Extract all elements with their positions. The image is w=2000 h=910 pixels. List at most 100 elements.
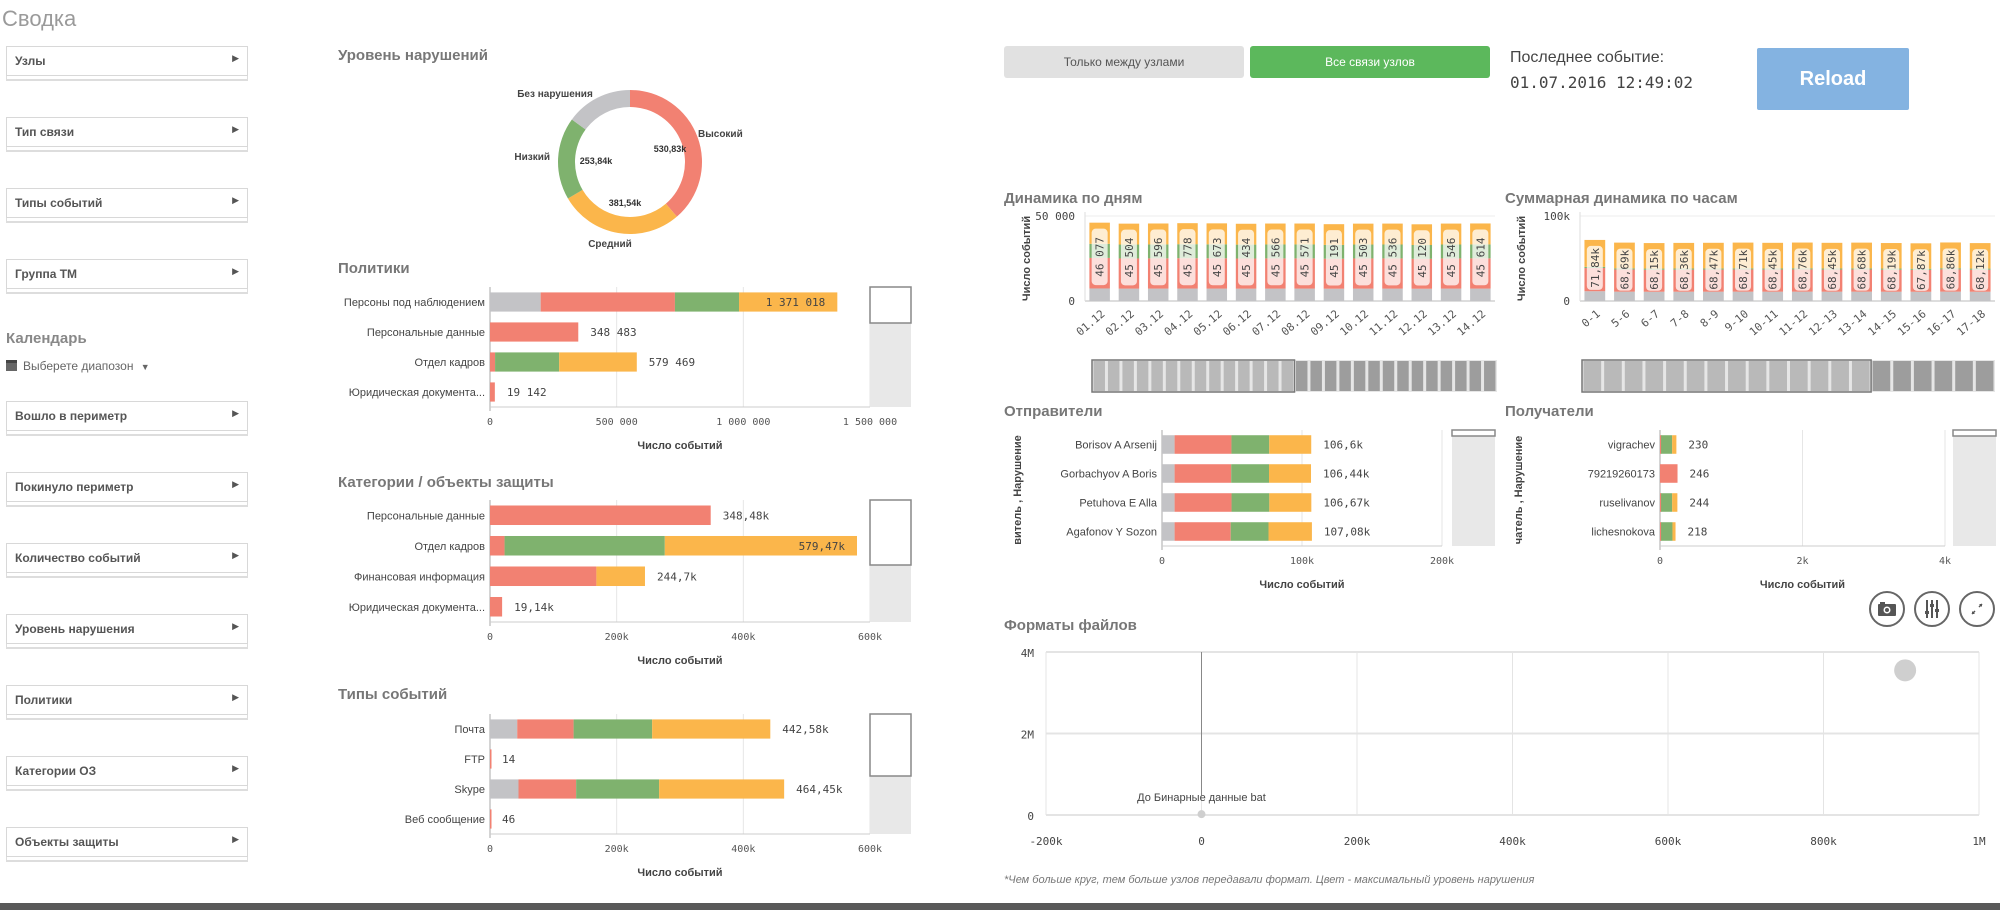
bar-value-label: 107,08k	[1324, 526, 1371, 539]
value-badge	[1472, 229, 1489, 286]
scrollbar-preview-bar	[1122, 361, 1134, 391]
column-value-label: 46 077	[1094, 237, 1107, 277]
category-label: Gorbachyov A Boris	[1060, 469, 1157, 481]
column-segment	[1732, 291, 1754, 301]
toggle-between-nodes[interactable]: Только между узлами	[1004, 46, 1244, 78]
column-segment	[1880, 291, 1902, 301]
pie-slice-label: Без нарушения	[517, 89, 593, 100]
toggle-all-links[interactable]: Все связи узлов	[1250, 46, 1490, 78]
filter-filters_bottom-2[interactable]: Количество событий ▶	[6, 543, 248, 573]
x-tick-label: 600k	[1655, 835, 1682, 848]
category-label: Персоны под наблюдением	[344, 297, 485, 309]
filter-filters_top-3[interactable]: Группа ТМ ▶	[6, 259, 248, 289]
recipients-title: Получатели	[1505, 403, 1594, 420]
bar-segment	[518, 779, 577, 799]
pie-slice-label: Средний	[588, 239, 632, 250]
bar-value-label: 106,67k	[1323, 497, 1370, 510]
expand-arrow-icon: ▶	[232, 692, 239, 702]
x-tick-label: 06.12	[1220, 307, 1254, 338]
adjust-button[interactable]	[1914, 591, 1950, 627]
scrollbar-thumb	[869, 499, 912, 566]
column-value-label: 45 120	[1416, 238, 1429, 278]
x-tick-label: 200k	[1344, 835, 1371, 848]
x-tick-label: 10.12	[1337, 307, 1371, 338]
y-tick-label: 4M	[1021, 647, 1035, 660]
x-tick-label: 5-6	[1609, 307, 1633, 330]
scrollbar-preview-bar	[1107, 361, 1120, 391]
violations-title: Уровень нарушений	[338, 47, 488, 64]
scrollbar-preview-bar	[1252, 361, 1265, 391]
column-value-label: 68,76k	[1796, 249, 1809, 289]
filter-filters_top-1[interactable]: Тип связи ▶	[6, 117, 248, 147]
toggle-between-label: Только между узлами	[1063, 55, 1185, 69]
x-tick-label: 200k	[605, 632, 629, 643]
category-label: Персональные данные	[367, 510, 485, 522]
x-axis-label: Число событий	[637, 867, 722, 879]
x-tick-label: 10-11	[1747, 307, 1781, 338]
bar-segment	[659, 779, 785, 799]
y-axis-label: Число событий	[1516, 216, 1528, 301]
x-tick-label: 1 500 000	[843, 417, 897, 428]
value-badge	[1586, 245, 1603, 290]
scrollbar-preview-bar	[1324, 361, 1337, 391]
filter-filters_bottom-5[interactable]: Категории ОЗ ▶	[6, 756, 248, 786]
x-tick-label: 0	[487, 417, 493, 428]
scrollbar-preview-bar	[1469, 361, 1482, 391]
value-badge	[1179, 229, 1196, 286]
bar-segment	[652, 719, 771, 739]
value-badge	[1238, 229, 1255, 286]
value-badge	[1091, 228, 1108, 286]
snapshot-button[interactable]	[1869, 591, 1905, 627]
scrollbar-thumb	[1451, 429, 1496, 437]
scatter-point	[1894, 659, 1917, 682]
category-label: 79219260173	[1588, 469, 1655, 481]
filter-filters_top-0[interactable]: Узлы ▶	[6, 46, 248, 76]
column-segment	[1643, 291, 1665, 301]
bar-segment	[1661, 493, 1673, 512]
filter-label: Объекты защиты	[15, 835, 119, 849]
scrollbar-preview-bar	[1310, 361, 1322, 391]
bar-value-label: 230	[1688, 439, 1708, 452]
x-tick-label: -200k	[1029, 835, 1062, 848]
x-tick-label: 400k	[731, 632, 755, 643]
reload-button[interactable]: Reload	[1757, 48, 1909, 110]
filter-label: Уровень нарушения	[15, 622, 135, 636]
filter-filters_bottom-0[interactable]: Вошло в периметр ▶	[6, 401, 248, 431]
hourly-title: Суммарная динамика по часам	[1505, 190, 1738, 207]
pie-slice	[571, 90, 630, 130]
x-tick-label: 100k	[1290, 556, 1314, 567]
filter-filters_top-2[interactable]: Типы событий ▶	[6, 188, 248, 218]
app-title: Сводка	[2, 6, 77, 31]
bar-value-label: 244	[1689, 497, 1709, 510]
filter-filters_bottom-6[interactable]: Объекты защиты ▶	[6, 827, 248, 857]
column-segment	[1118, 288, 1140, 301]
event-types-title: Типы событий	[338, 686, 448, 703]
bar-segment	[490, 505, 711, 526]
value-badge	[1853, 248, 1870, 291]
column-segment	[1791, 291, 1813, 301]
column-segment	[1382, 288, 1403, 301]
bar-segment	[490, 809, 492, 829]
filter-filters_bottom-4[interactable]: Политики ▶	[6, 685, 248, 715]
scrollbar-preview-bar	[1851, 361, 1870, 391]
bar-segment	[1231, 464, 1270, 483]
expand-button[interactable]	[1959, 591, 1995, 627]
senders-title: Отправители	[1004, 403, 1103, 420]
x-tick-label: 14-15	[1865, 307, 1899, 338]
filter-filters_bottom-1[interactable]: Покинуло периметр ▶	[6, 472, 248, 502]
bar-segment	[490, 292, 541, 312]
scrollbar-preview-bar	[1455, 361, 1467, 391]
bar-value-label: 244,7k	[657, 570, 697, 583]
column-segment	[1969, 291, 1991, 301]
scatter-point	[1197, 810, 1206, 819]
column-value-label: 45 571	[1299, 238, 1312, 278]
scrollbar-preview-bar	[1353, 361, 1366, 391]
value-badge	[1616, 248, 1633, 291]
filter-filters_bottom-3[interactable]: Уровень нарушения ▶	[6, 614, 248, 644]
bar-segment	[517, 719, 574, 739]
column-segment	[1177, 288, 1198, 301]
y-tick-label: 0	[1563, 295, 1570, 308]
value-badge	[1120, 229, 1137, 286]
value-badge	[1413, 230, 1430, 286]
date-range-picker[interactable]: Выберете диапозон ▼	[6, 359, 150, 373]
